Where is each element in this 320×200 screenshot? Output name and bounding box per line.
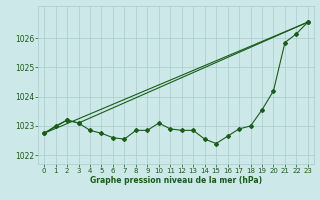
X-axis label: Graphe pression niveau de la mer (hPa): Graphe pression niveau de la mer (hPa) (90, 176, 262, 185)
